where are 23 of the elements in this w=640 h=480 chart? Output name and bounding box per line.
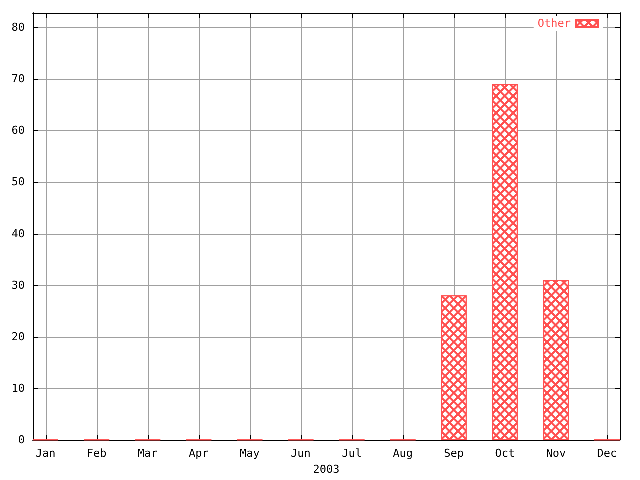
y-tick-label: 50 — [12, 176, 25, 189]
y-tick-label: 40 — [12, 227, 25, 240]
x-tick-label: Dec — [597, 447, 618, 460]
y-tick-label: 70 — [12, 72, 25, 86]
legend-label: Other — [538, 17, 572, 30]
x-tick-label: Sep — [444, 447, 464, 460]
x-tick-label: Aug — [393, 447, 414, 460]
y-tick-label: 80 — [12, 20, 25, 34]
y-tick-label: 30 — [12, 278, 25, 292]
x-tick-label: Jan — [36, 447, 56, 460]
y-tick-label: 60 — [12, 124, 25, 138]
x-tick-label: Mar — [138, 447, 158, 460]
x-tick-label: Feb — [86, 447, 107, 460]
x-tick-label: Oct — [495, 447, 516, 460]
x-tick-label: Apr — [188, 447, 210, 460]
x-tick-label: Nov — [546, 447, 567, 460]
x-axis-title: 2003 — [313, 463, 340, 476]
y-tick-label: 10 — [12, 382, 25, 396]
y-tick-label: 0 — [18, 434, 25, 447]
x-tick-label: Jul — [342, 447, 362, 460]
x-tick-label: May — [240, 447, 260, 460]
y-tick-label: 20 — [12, 330, 25, 344]
x-tick-label: Jun — [291, 447, 311, 460]
